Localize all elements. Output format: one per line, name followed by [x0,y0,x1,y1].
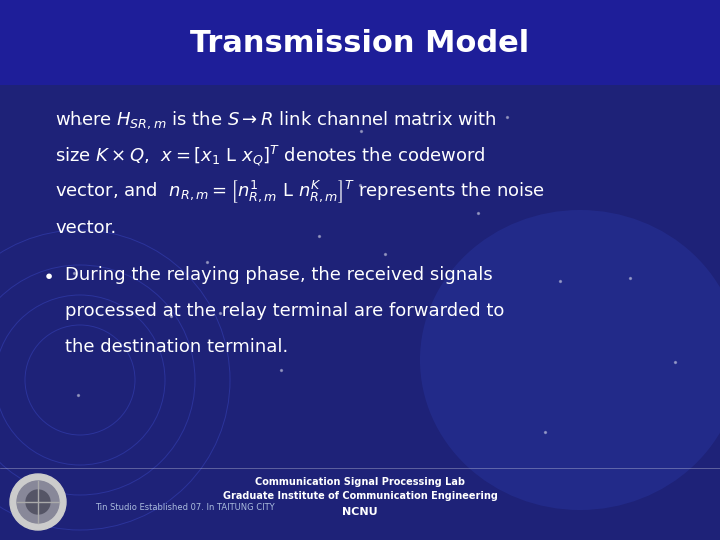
Text: $\bullet$: $\bullet$ [42,265,53,284]
Text: During the relaying phase, the received signals: During the relaying phase, the received … [65,266,492,284]
Circle shape [26,490,50,514]
Point [165,311,176,320]
Text: Graduate Institute of Communication Engineering: Graduate Institute of Communication Engi… [222,491,498,501]
Text: NCNU: NCNU [342,507,378,517]
Text: where $H_{SR,m}$ is the $S \rightarrow R$ link channel matrix with: where $H_{SR,m}$ is the $S \rightarrow R… [55,109,496,131]
Text: the destination terminal.: the destination terminal. [65,338,288,356]
Text: vector.: vector. [55,219,116,237]
Bar [0,0,720,85]
Point [72,390,84,399]
Circle shape [10,474,66,530]
Point [314,232,325,240]
Circle shape [17,481,59,523]
Point [502,113,513,122]
Point [323,151,334,159]
Point [215,309,226,318]
Point [354,180,366,189]
Point [202,258,213,266]
Text: Communication Signal Processing Lab: Communication Signal Processing Lab [255,477,465,487]
Point [75,119,86,127]
Point [276,366,287,375]
Point [379,249,391,258]
Point [554,276,566,285]
Point [355,126,366,135]
Text: Tin Studio Established 07. In TAITUNG CITY: Tin Studio Established 07. In TAITUNG CI… [95,503,274,512]
Point [624,273,636,282]
Point [472,208,484,217]
Text: size $K \times Q$,  $x = \left[x_1\ \mathrm{L}\ x_Q\right]^T$ denotes the codewo: size $K \times Q$, $x = \left[x_1\ \math… [55,144,485,168]
Point [539,427,551,436]
Text: processed at the relay terminal are forwarded to: processed at the relay terminal are forw… [65,302,505,320]
Ellipse shape [420,210,720,510]
Text: vector, and  $n_{R,m} = \left[n^1_{R,m}\ \mathrm{L}\ n^K_{R,m}\right]^T$ represe: vector, and $n_{R,m} = \left[n^1_{R,m}\ … [55,179,545,205]
Point [670,357,681,366]
Text: Transmission Model: Transmission Model [190,29,530,57]
Point [68,269,79,278]
